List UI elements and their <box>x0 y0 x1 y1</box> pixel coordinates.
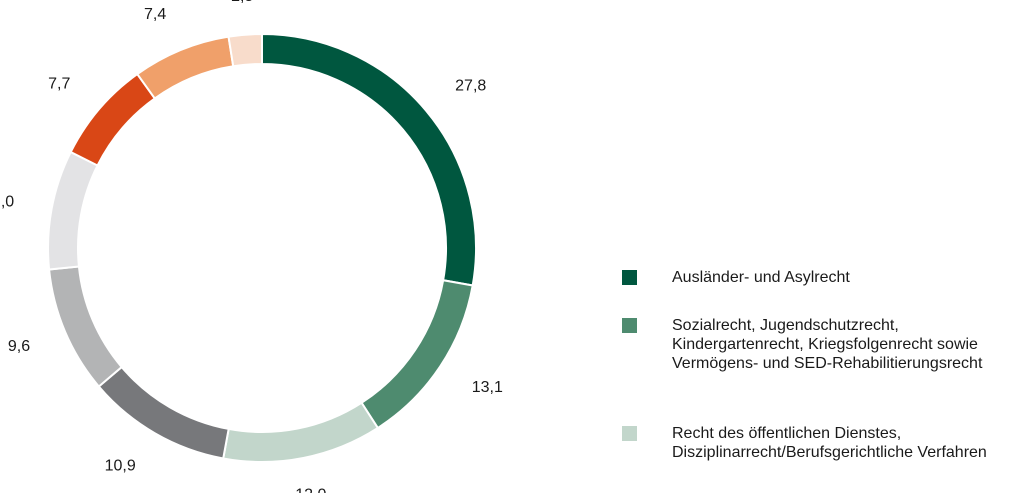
donut-slice <box>261 32 477 287</box>
data-label: 7,7 <box>48 76 70 93</box>
donut-slice <box>69 72 157 167</box>
donut-slice <box>47 265 124 388</box>
data-label: 9,0 <box>0 194 14 211</box>
legend-label: Sozialrecht, Jugendschutzrecht, Kinderga… <box>672 317 983 372</box>
data-label: 13,1 <box>472 379 503 396</box>
legend-swatch <box>622 318 637 333</box>
legend-label: Ausländer- und Asylrecht <box>672 269 850 286</box>
data-label: 10,9 <box>105 457 136 474</box>
data-label: 9,6 <box>8 338 30 355</box>
donut-slice <box>360 279 474 430</box>
donut-slice <box>97 365 230 460</box>
data-label: 27,8 <box>455 77 486 94</box>
data-label: 12,0 <box>295 486 326 493</box>
data-label: 2,5 <box>231 0 253 5</box>
legend-swatch <box>622 426 637 441</box>
donut-slice <box>47 150 99 271</box>
donut-slice <box>135 35 235 100</box>
legend-swatch <box>622 270 637 285</box>
data-label: 7,4 <box>144 6 166 23</box>
donut-slice <box>227 32 263 68</box>
donut-slice <box>222 401 380 463</box>
legend-label: Recht des öffentlichen Dienstes, Diszipl… <box>672 425 987 461</box>
